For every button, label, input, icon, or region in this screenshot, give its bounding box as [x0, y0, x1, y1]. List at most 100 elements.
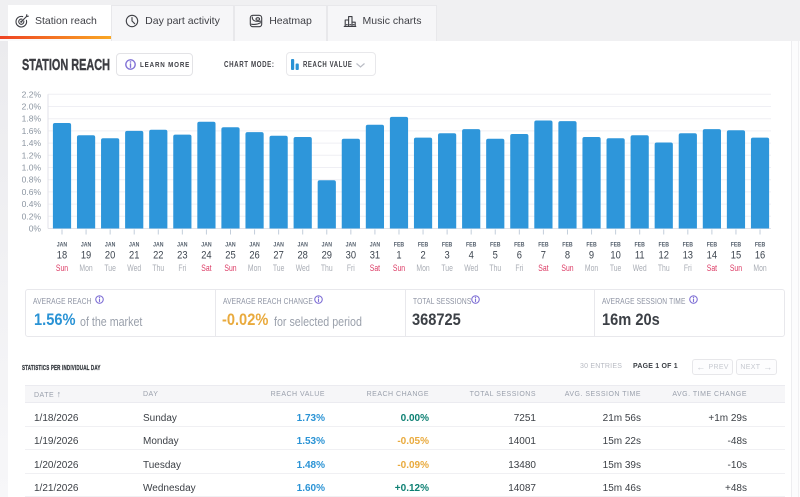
svg-text:3: 3 — [445, 250, 450, 262]
svg-text:Sun: Sun — [393, 263, 405, 274]
svg-text:JAN: JAN — [177, 242, 188, 249]
svg-text:JAN: JAN — [249, 242, 260, 249]
svg-text:Sat: Sat — [370, 263, 381, 274]
svg-text:5: 5 — [493, 250, 498, 262]
svg-text:16: 16 — [755, 250, 765, 262]
svg-text:Tue: Tue — [610, 263, 622, 274]
svg-text:Fri: Fri — [684, 263, 692, 274]
svg-text:FEB: FEB — [514, 242, 525, 249]
svg-text:10: 10 — [610, 250, 620, 262]
svg-text:FEB: FEB — [683, 242, 694, 249]
svg-text:28: 28 — [297, 250, 307, 262]
svg-text:Wed: Wed — [127, 263, 141, 274]
svg-text:14: 14 — [707, 250, 717, 262]
svg-text:FEB: FEB — [394, 242, 405, 249]
svg-text:Sun: Sun — [224, 263, 236, 274]
svg-text:7: 7 — [541, 250, 546, 262]
svg-text:FEB: FEB — [586, 242, 597, 249]
svg-text:Mon: Mon — [753, 263, 766, 274]
svg-text:Thu: Thu — [321, 263, 333, 274]
svg-text:30: 30 — [346, 250, 356, 262]
svg-text:Sat: Sat — [538, 263, 549, 274]
svg-text:Tue: Tue — [441, 263, 453, 274]
svg-text:JAN: JAN — [105, 242, 116, 249]
svg-text:FEB: FEB — [442, 242, 453, 249]
svg-text:Thu: Thu — [658, 263, 670, 274]
svg-text:13: 13 — [683, 250, 693, 262]
svg-text:29: 29 — [322, 250, 332, 262]
svg-text:Mon: Mon — [585, 263, 598, 274]
svg-text:27: 27 — [273, 250, 283, 262]
svg-text:Wed: Wed — [464, 263, 478, 274]
svg-text:20: 20 — [105, 250, 115, 262]
svg-text:0%: 0% — [29, 224, 42, 234]
svg-text:0.8%: 0.8% — [22, 175, 42, 185]
svg-text:11: 11 — [635, 250, 645, 262]
svg-text:0.4%: 0.4% — [22, 199, 42, 209]
svg-text:1: 1 — [396, 250, 401, 262]
svg-text:JAN: JAN — [370, 242, 381, 249]
svg-text:1.2%: 1.2% — [22, 150, 42, 160]
svg-text:19: 19 — [81, 250, 91, 262]
svg-text:Fri: Fri — [515, 263, 523, 274]
svg-text:Fri: Fri — [347, 263, 355, 274]
svg-text:23: 23 — [177, 250, 187, 262]
svg-text:Sat: Sat — [707, 263, 718, 274]
svg-text:Mon: Mon — [79, 263, 92, 274]
svg-text:Tue: Tue — [273, 263, 285, 274]
svg-text:0.2%: 0.2% — [22, 211, 42, 221]
svg-text:Thu: Thu — [152, 263, 164, 274]
svg-text:JAN: JAN — [225, 242, 236, 249]
svg-text:JAN: JAN — [297, 242, 308, 249]
svg-text:FEB: FEB — [562, 242, 573, 249]
svg-text:JAN: JAN — [57, 242, 68, 249]
svg-text:24: 24 — [201, 250, 211, 262]
svg-text:FEB: FEB — [466, 242, 477, 249]
svg-text:Fri: Fri — [178, 263, 186, 274]
svg-text:Mon: Mon — [416, 263, 429, 274]
svg-text:9: 9 — [589, 250, 594, 262]
svg-text:Sun: Sun — [56, 263, 68, 274]
svg-text:1.0%: 1.0% — [22, 163, 42, 173]
svg-text:15: 15 — [731, 250, 741, 262]
svg-text:1.4%: 1.4% — [22, 138, 42, 148]
svg-text:FEB: FEB — [707, 242, 718, 249]
svg-text:0.6%: 0.6% — [22, 187, 42, 197]
svg-text:25: 25 — [225, 250, 235, 262]
svg-text:FEB: FEB — [610, 242, 621, 249]
svg-text:Tue: Tue — [104, 263, 116, 274]
svg-text:FEB: FEB — [659, 242, 670, 249]
svg-text:JAN: JAN — [322, 242, 333, 249]
svg-text:Sat: Sat — [201, 263, 212, 274]
svg-text:FEB: FEB — [418, 242, 429, 249]
svg-text:JAN: JAN — [129, 242, 140, 249]
svg-text:Thu: Thu — [489, 263, 501, 274]
svg-text:JAN: JAN — [81, 242, 92, 249]
svg-text:FEB: FEB — [538, 242, 549, 249]
svg-text:4: 4 — [469, 250, 474, 262]
svg-text:2.2%: 2.2% — [22, 89, 42, 99]
svg-text:FEB: FEB — [490, 242, 501, 249]
svg-text:6: 6 — [517, 250, 522, 262]
svg-text:FEB: FEB — [731, 242, 742, 249]
svg-text:1.6%: 1.6% — [22, 126, 42, 136]
svg-text:JAN: JAN — [346, 242, 357, 249]
svg-text:JAN: JAN — [153, 242, 164, 249]
svg-text:1.8%: 1.8% — [22, 114, 42, 124]
svg-text:Sun: Sun — [561, 263, 573, 274]
svg-text:Mon: Mon — [248, 263, 261, 274]
svg-text:8: 8 — [565, 250, 570, 262]
svg-text:JAN: JAN — [273, 242, 284, 249]
svg-text:2: 2 — [420, 250, 425, 262]
svg-text:JAN: JAN — [201, 242, 212, 249]
svg-text:21: 21 — [129, 250, 139, 262]
svg-text:12: 12 — [659, 250, 669, 262]
svg-text:22: 22 — [153, 250, 163, 262]
svg-text:26: 26 — [249, 250, 259, 262]
svg-text:31: 31 — [370, 250, 380, 262]
svg-text:FEB: FEB — [634, 242, 645, 249]
svg-text:FEB: FEB — [755, 242, 766, 249]
svg-text:18: 18 — [57, 250, 67, 262]
svg-text:Wed: Wed — [296, 263, 310, 274]
svg-text:2.0%: 2.0% — [22, 102, 42, 112]
